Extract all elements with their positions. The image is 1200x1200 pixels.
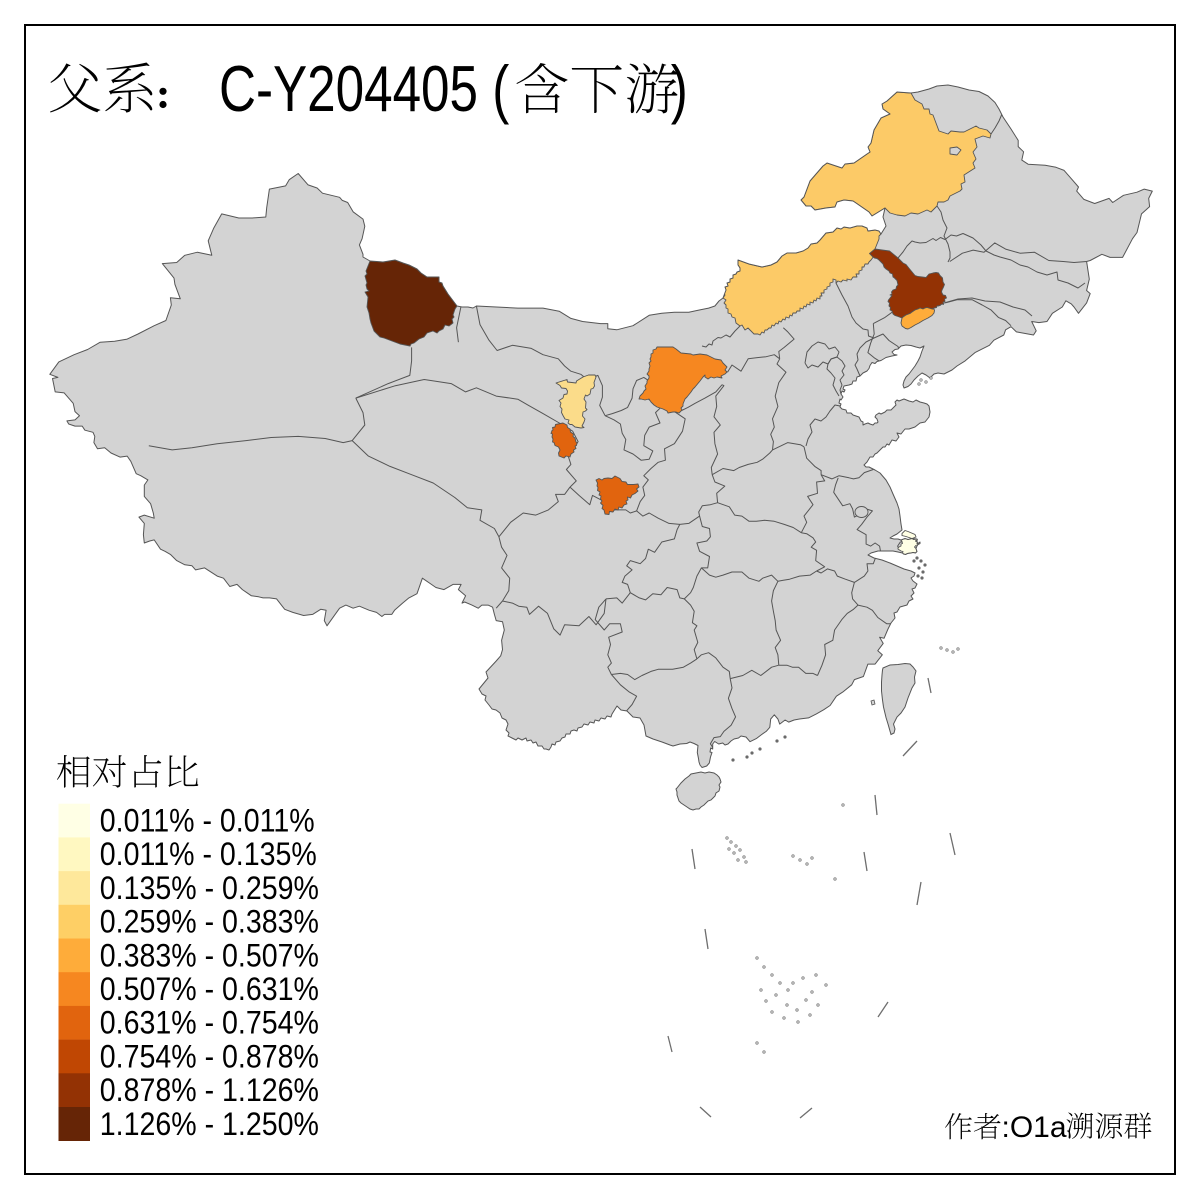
svg-text:0.383% - 0.507%: 0.383% - 0.507%: [100, 936, 319, 973]
svg-text:C-Y204405 (: C-Y204405 (: [219, 53, 510, 125]
svg-text:0.507% - 0.631%: 0.507% - 0.631%: [100, 970, 319, 1007]
svg-text:0.011% - 0.011%: 0.011% - 0.011%: [100, 802, 315, 839]
svg-text:): ): [671, 53, 688, 125]
svg-text:0.135% - 0.259%: 0.135% - 0.259%: [100, 869, 319, 906]
svg-text:0.011% - 0.135%: 0.011% - 0.135%: [100, 835, 317, 872]
svg-text:0.878% - 1.126%: 0.878% - 1.126%: [100, 1071, 319, 1108]
svg-text:0.631% - 0.754%: 0.631% - 0.754%: [100, 1004, 319, 1041]
svg-text::O1a: :O1a: [1002, 1111, 1067, 1144]
svg-text:0.754% - 0.878%: 0.754% - 0.878%: [100, 1038, 319, 1075]
svg-text:0.259% - 0.383%: 0.259% - 0.383%: [100, 903, 319, 940]
svg-text:1.126% - 1.250%: 1.126% - 1.250%: [100, 1105, 319, 1142]
